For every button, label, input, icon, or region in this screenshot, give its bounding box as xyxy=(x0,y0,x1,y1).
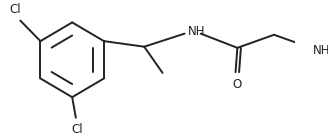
Text: Cl: Cl xyxy=(9,3,21,16)
Text: O: O xyxy=(233,78,242,91)
Text: Cl: Cl xyxy=(72,123,83,136)
Text: NH: NH xyxy=(188,25,205,38)
Text: NH: NH xyxy=(313,44,328,57)
